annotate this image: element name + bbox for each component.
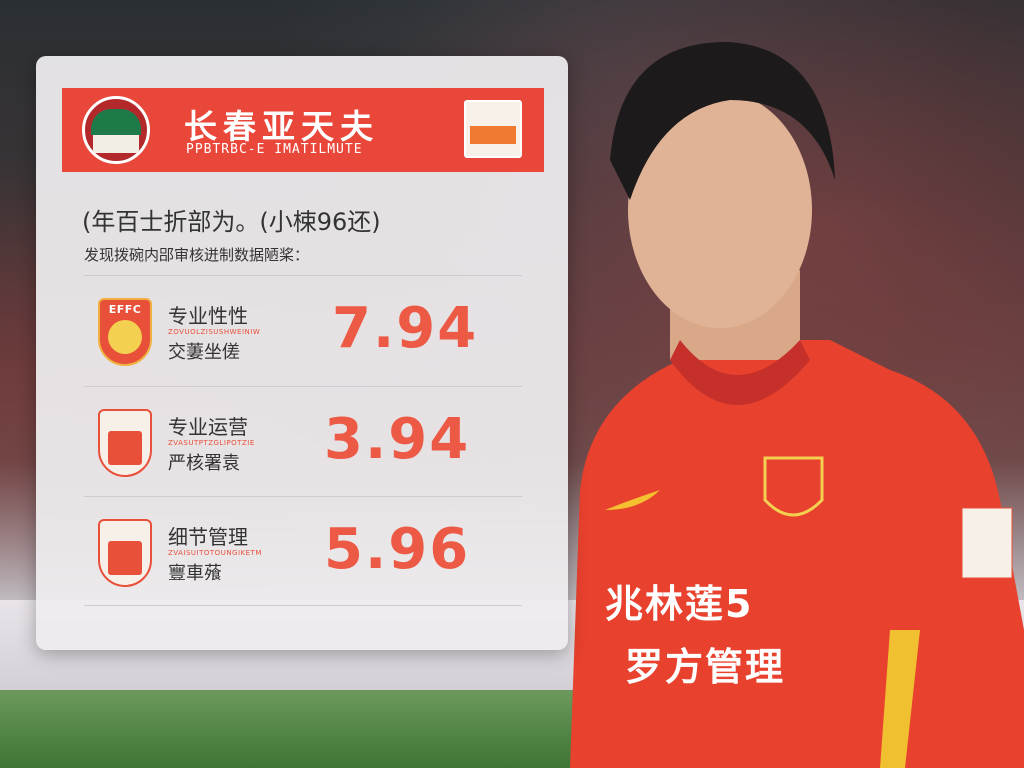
player-photo	[570, 41, 1024, 768]
banner-title: 长春亚天夫	[184, 107, 379, 146]
card-heading: (年百士折部为。(小梀96还)	[82, 208, 381, 236]
stat-sublabel: 严核署袁	[168, 453, 240, 474]
stat-row: 专业运营 ZVASUTPTZGLIPOTZIE 严核署袁 3.94	[84, 386, 522, 496]
club-banner: 长春亚天夫 PPBTRBC-E IMATILMUTE	[62, 88, 544, 172]
stat-tiny-text: ZVASUTPTZGLIPOTZIE	[168, 439, 255, 447]
stat-sublabel: 交萋坐傞	[168, 342, 240, 363]
stat-sublabel: 寷車蕵	[168, 563, 222, 584]
stat-tiny-text: ZOVUOLZISUSHWEINIW	[168, 328, 261, 336]
stat-value: 5.96	[324, 517, 471, 582]
stat-label: 专业性性	[168, 304, 248, 328]
banner-subtitle: PPBTRBC-E IMATILMUTE	[186, 142, 363, 157]
stat-value: 7.94	[332, 296, 479, 361]
jersey-sponsor-line2: 罗方管理	[625, 645, 786, 689]
club-badge-text: EFFC	[108, 303, 142, 316]
club-badge-icon	[98, 409, 152, 477]
stat-label: 细节管理	[168, 525, 248, 549]
stats-card: 长春亚天夫 PPBTRBC-E IMATILMUTE (年百士折部为。(小梀96…	[36, 56, 568, 650]
stat-tiny-text: ZVAISUITOTOUNGIKETM	[168, 549, 262, 557]
jersey-sponsor-line1: 兆林莲5	[605, 582, 754, 626]
club-badge-icon	[98, 519, 152, 587]
stat-value: 3.94	[324, 407, 471, 472]
club-crest-logo	[82, 96, 150, 164]
stat-row: EFFC 专业性性 ZOVUOLZISUSHWEINIW 交萋坐傞 7.94	[84, 275, 522, 385]
card-subheading: 发现拨碗内郘审核迸制数据陋桨：	[84, 246, 310, 264]
stat-row: 细节管理 ZVAISUITOTOUNGIKETM 寷車蕵 5.96	[84, 496, 522, 606]
league-logo	[464, 100, 522, 158]
stat-label: 专业运营	[168, 415, 248, 439]
club-badge-icon: EFFC	[98, 298, 152, 366]
